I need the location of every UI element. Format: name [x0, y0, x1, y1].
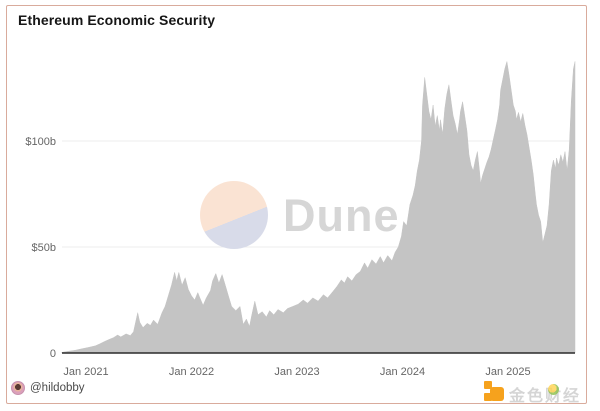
x-axis-tick-label: Jan 2024 — [380, 366, 425, 378]
author-avatar — [11, 381, 25, 395]
x-axis-tick-label: Jan 2025 — [485, 366, 530, 378]
dune-watermark-text: Dune — [283, 190, 400, 241]
area-series-economic-security — [61, 61, 576, 354]
jinse-watermark-text: 金色财经 — [509, 388, 582, 405]
chart-title: Ethereum Economic Security — [18, 12, 216, 28]
y-axis-tick-label: $100b — [25, 136, 56, 148]
dune-logo-circle-icon — [200, 181, 268, 249]
jinse-logo-block — [484, 381, 492, 389]
jinse-finance-logo-icon — [484, 381, 504, 401]
author-handle: @hildobby — [30, 382, 85, 394]
jinse-logo-block — [490, 387, 504, 401]
jinse-logo-block — [484, 393, 492, 401]
axis-label-layer: 0 $50b $100b Jan 2021 Jan 2022 Jan 2023 Jan 20… — [25, 136, 530, 378]
x-axis-tick-label: Jan 2022 — [169, 366, 214, 378]
x-axis-tick-label: Jan 2023 — [274, 366, 319, 378]
x-axis-tick-label: Jan 2021 — [63, 366, 108, 378]
y-axis-tick-label: 0 — [50, 348, 56, 360]
dune-watermark: Dune — [200, 181, 400, 249]
jinse-finance-watermark: 金色财经 — [484, 380, 588, 405]
jinse-watermark-emblem-icon — [548, 384, 559, 395]
y-axis-tick-label: $50b — [32, 242, 56, 254]
